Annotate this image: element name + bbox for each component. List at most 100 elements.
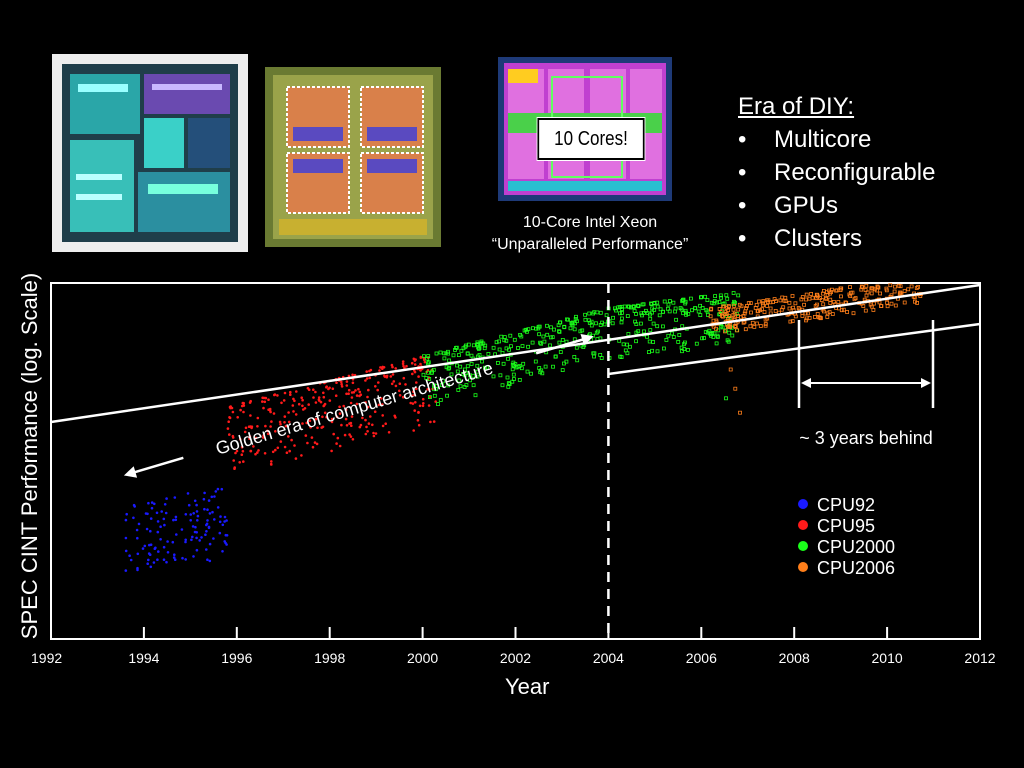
data-point	[248, 435, 252, 438]
data-point	[173, 496, 177, 499]
data-point	[534, 326, 539, 331]
data-point	[700, 336, 704, 341]
data-point	[338, 412, 342, 415]
data-point	[283, 445, 287, 449]
data-point	[274, 430, 277, 433]
data-point	[335, 415, 339, 419]
data-point	[163, 503, 167, 506]
data-point	[285, 451, 289, 455]
data-point	[508, 333, 513, 338]
data-point	[872, 301, 876, 306]
data-point	[314, 390, 317, 394]
data-point	[626, 332, 631, 336]
data-point	[732, 311, 737, 316]
data-point	[173, 558, 177, 561]
data-point	[191, 525, 195, 528]
data-point	[334, 394, 338, 398]
data-point	[204, 533, 207, 536]
data-point	[799, 297, 804, 302]
data-point	[328, 399, 332, 402]
data-point	[226, 427, 230, 430]
legend-label: CPU95	[817, 516, 875, 536]
data-point	[562, 324, 567, 329]
data-point	[765, 303, 769, 308]
data-point	[377, 381, 380, 384]
data-point	[213, 495, 216, 498]
data-point	[416, 419, 420, 422]
bullet-icon: •	[738, 159, 747, 186]
data-point	[610, 321, 615, 326]
data-point	[700, 305, 705, 310]
data-point	[166, 551, 170, 554]
data-point	[634, 339, 638, 344]
data-point	[207, 525, 211, 529]
data-point	[746, 301, 751, 306]
data-point	[658, 307, 663, 312]
data-point	[495, 360, 500, 365]
data-point	[307, 388, 311, 392]
data-point	[160, 510, 163, 513]
data-point	[511, 372, 516, 377]
data-point	[804, 318, 808, 323]
data-point	[720, 313, 724, 318]
data-point	[666, 333, 671, 338]
data-point	[320, 426, 324, 429]
data-point	[192, 555, 195, 558]
data-point	[216, 506, 220, 509]
data-point	[345, 424, 349, 427]
data-point	[432, 393, 437, 398]
data-point	[213, 518, 216, 521]
data-point	[438, 350, 443, 355]
data-point	[159, 525, 162, 528]
data-point	[345, 392, 348, 396]
data-point	[146, 562, 149, 565]
data-point	[851, 311, 856, 316]
data-point	[599, 356, 604, 360]
data-point	[694, 341, 699, 346]
data-point	[371, 423, 374, 427]
data-point	[748, 301, 753, 306]
data-point	[369, 368, 373, 372]
data-point	[412, 429, 416, 432]
xeon-caption: 10-Core Intel Xeon “Unparalleled Perform…	[445, 212, 735, 256]
data-point	[270, 460, 273, 463]
data-point	[220, 487, 224, 491]
data-point	[300, 396, 304, 400]
data-point	[367, 388, 370, 392]
data-point	[444, 365, 449, 370]
data-point	[497, 339, 502, 344]
data-point	[443, 351, 448, 356]
data-point	[553, 354, 558, 359]
data-point	[500, 350, 505, 355]
data-point	[276, 394, 279, 397]
data-point	[391, 373, 395, 376]
data-point	[757, 299, 761, 304]
data-point	[426, 354, 431, 359]
data-point	[618, 311, 622, 316]
data-point	[640, 313, 644, 318]
x-ticks: 1992 1994 1996 1998 2000 2002 2004 2006 2008 2010…	[31, 627, 996, 666]
data-point	[545, 323, 549, 328]
data-point	[549, 325, 553, 330]
data-point	[350, 415, 354, 418]
data-point	[752, 324, 757, 329]
data-point	[322, 395, 326, 399]
data-point	[171, 540, 175, 544]
data-point	[666, 306, 670, 311]
data-point	[141, 547, 145, 550]
data-point	[373, 410, 377, 414]
data-point	[365, 425, 368, 429]
data-point	[205, 548, 208, 551]
data-point	[287, 420, 291, 424]
data-point	[221, 523, 225, 527]
data-point	[850, 290, 855, 295]
data-point	[344, 408, 348, 412]
data-point	[283, 415, 287, 418]
data-point	[587, 318, 591, 323]
data-point	[596, 329, 600, 334]
data-point	[625, 342, 629, 347]
data-point	[276, 446, 280, 450]
data-point	[853, 296, 858, 301]
data-point	[483, 365, 487, 370]
data-point	[686, 347, 690, 352]
